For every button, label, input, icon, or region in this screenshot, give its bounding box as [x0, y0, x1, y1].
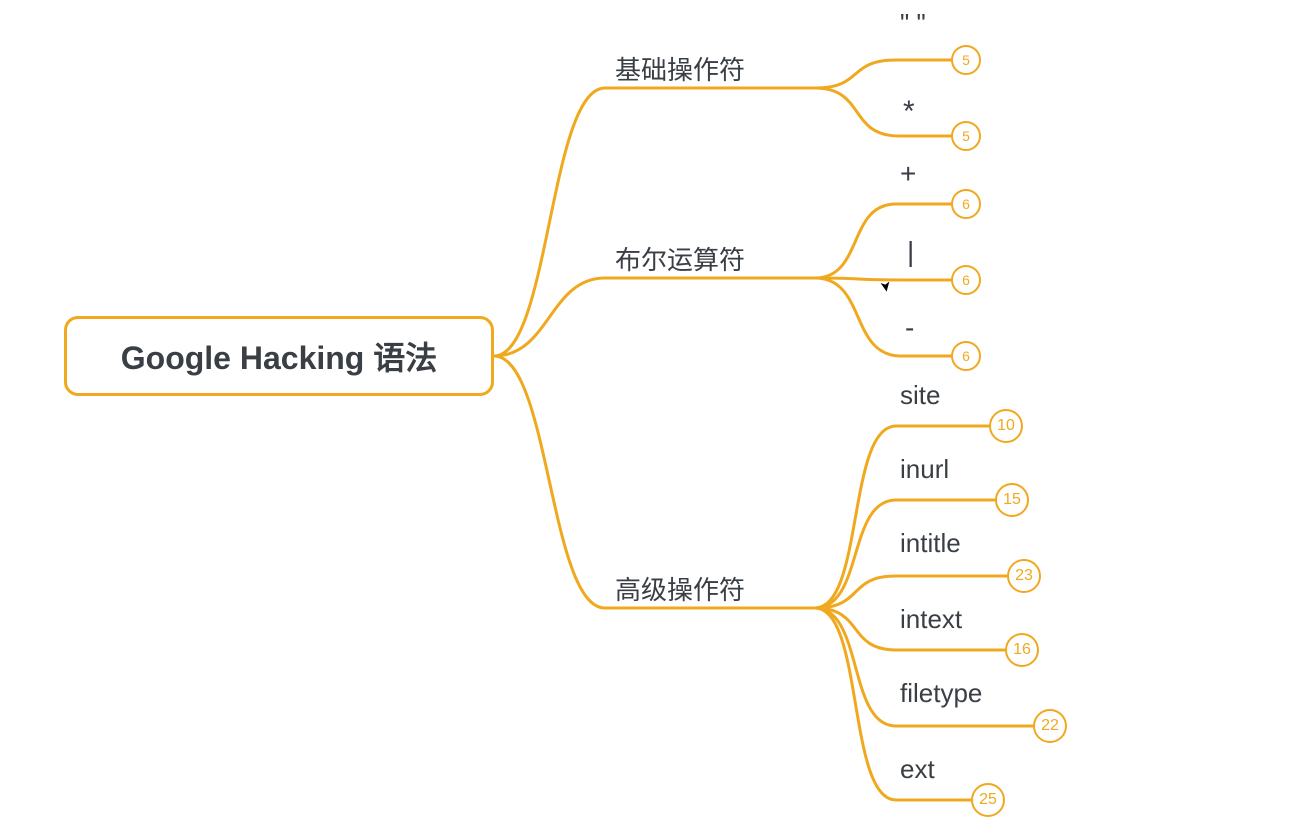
leaf-text: intext — [900, 604, 962, 634]
leaf-label[interactable]: - — [905, 312, 914, 344]
leaf-label[interactable]: intitle — [900, 528, 961, 559]
badge-value: 6 — [962, 272, 970, 288]
badge-value: 25 — [979, 791, 997, 809]
count-badge[interactable]: 6 — [951, 265, 981, 295]
badge-value: 15 — [1003, 491, 1021, 509]
leaf-label[interactable]: inurl — [900, 454, 949, 485]
leaf-text: site — [900, 380, 940, 410]
branch-label-boolean[interactable]: 布尔运算符 — [615, 240, 745, 277]
count-badge[interactable]: 23 — [1007, 559, 1041, 593]
leaf-label[interactable]: site — [900, 380, 940, 411]
badge-value: 23 — [1015, 567, 1033, 585]
leaf-label[interactable]: intext — [900, 604, 962, 635]
leaf-text: intitle — [900, 528, 961, 558]
leaf-text: + — [900, 158, 916, 189]
branch-text: 高级操作符 — [615, 575, 745, 605]
leaf-text: - — [905, 312, 914, 343]
count-badge[interactable]: 5 — [951, 45, 981, 75]
root-label: Google Hacking 语法 — [121, 333, 438, 379]
badge-value: 6 — [962, 196, 970, 212]
badge-value: 16 — [1013, 641, 1031, 659]
leaf-label[interactable]: + — [900, 158, 916, 190]
count-badge[interactable]: 10 — [989, 409, 1023, 443]
leaf-label[interactable]: * — [903, 95, 915, 129]
count-badge[interactable]: 5 — [951, 121, 981, 151]
count-badge[interactable]: 15 — [995, 483, 1029, 517]
badge-value: 22 — [1041, 717, 1059, 735]
count-badge[interactable]: 6 — [951, 189, 981, 219]
count-badge[interactable]: 22 — [1033, 709, 1067, 743]
count-badge[interactable]: 16 — [1005, 633, 1039, 667]
leaf-label[interactable]: " " — [900, 8, 926, 39]
count-badge[interactable]: 25 — [971, 783, 1005, 817]
leaf-text: inurl — [900, 454, 949, 484]
leaf-label[interactable]: ext — [900, 754, 935, 785]
leaf-text: * — [903, 95, 915, 128]
count-badge[interactable]: 6 — [951, 341, 981, 371]
root-node[interactable]: Google Hacking 语法 — [64, 316, 494, 396]
leaf-text: " " — [900, 8, 926, 38]
branch-text: 布尔运算符 — [615, 245, 745, 275]
leaf-text: ext — [900, 754, 935, 784]
branch-text: 基础操作符 — [615, 55, 745, 85]
badge-value: 5 — [962, 52, 970, 68]
leaf-text: filetype — [900, 678, 982, 708]
badge-value: 6 — [962, 348, 970, 364]
mindmap-edges — [0, 0, 1296, 838]
leaf-label[interactable]: | — [907, 236, 914, 268]
branch-label-basic[interactable]: 基础操作符 — [615, 50, 745, 87]
leaf-text: | — [907, 236, 914, 267]
leaf-label[interactable]: filetype — [900, 678, 982, 709]
mouse-cursor-icon: ➤ — [876, 279, 895, 294]
badge-value: 5 — [962, 128, 970, 144]
badge-value: 10 — [997, 417, 1015, 435]
branch-label-advanced[interactable]: 高级操作符 — [615, 570, 745, 607]
